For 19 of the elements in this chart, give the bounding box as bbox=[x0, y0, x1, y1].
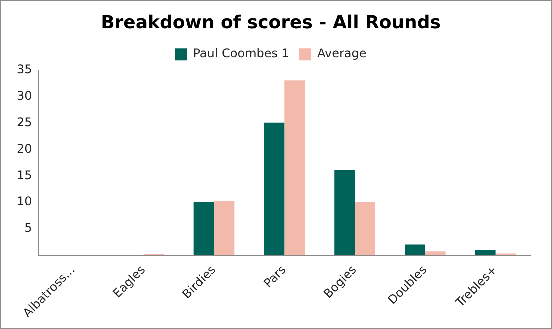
bar bbox=[405, 244, 426, 256]
y-tick-label: 5 bbox=[24, 221, 32, 236]
bar bbox=[284, 80, 306, 256]
legend-label: Average bbox=[317, 46, 367, 61]
bar bbox=[425, 252, 446, 256]
y-tick-label: 35 bbox=[16, 62, 32, 77]
bar bbox=[355, 202, 376, 256]
bar bbox=[264, 122, 285, 256]
y-tick-label: 20 bbox=[16, 142, 32, 156]
chart-title: Breakdown of scores - All Rounds bbox=[101, 12, 441, 34]
bar bbox=[214, 201, 235, 256]
bar bbox=[475, 250, 496, 256]
bar bbox=[334, 170, 356, 256]
y-tick-label: 25 bbox=[16, 116, 32, 130]
y-tick-label: 10 bbox=[16, 194, 32, 209]
y-tick-label: 30 bbox=[16, 89, 32, 104]
legend-label: Paul Coombes 1 bbox=[193, 46, 290, 61]
bar bbox=[194, 202, 214, 256]
y-tick-label: 15 bbox=[16, 168, 32, 182]
